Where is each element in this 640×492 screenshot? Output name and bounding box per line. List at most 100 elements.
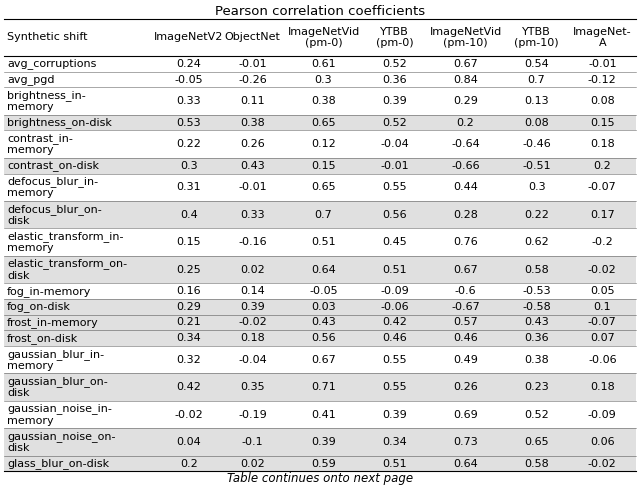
Text: 0.16: 0.16 — [176, 286, 201, 296]
Text: 0.18: 0.18 — [590, 139, 614, 149]
Text: elastic_transform_on-
disk: elastic_transform_on- disk — [7, 258, 127, 280]
Text: -0.02: -0.02 — [174, 410, 203, 420]
Text: avg_corruptions: avg_corruptions — [7, 59, 97, 69]
Text: 0.73: 0.73 — [453, 437, 478, 447]
Text: -0.04: -0.04 — [238, 355, 267, 365]
Text: brightness_in-
memory: brightness_in- memory — [7, 90, 86, 112]
Text: contrast_on-disk: contrast_on-disk — [7, 160, 99, 171]
Text: ImageNetVid
(pm-0): ImageNetVid (pm-0) — [287, 27, 360, 48]
Text: 0.65: 0.65 — [524, 437, 549, 447]
Text: gaussian_blur_on-
disk: gaussian_blur_on- disk — [7, 376, 108, 398]
Text: -0.05: -0.05 — [174, 74, 203, 85]
Bar — [4, 315, 636, 330]
Text: 0.43: 0.43 — [311, 317, 336, 328]
Text: -0.04: -0.04 — [380, 139, 409, 149]
Text: -0.09: -0.09 — [588, 410, 617, 420]
Text: -0.02: -0.02 — [588, 265, 617, 275]
Text: 0.39: 0.39 — [240, 302, 265, 312]
Text: Table continues onto next page: Table continues onto next page — [227, 472, 413, 486]
Text: 0.67: 0.67 — [453, 265, 478, 275]
Text: -0.09: -0.09 — [380, 286, 409, 296]
Text: -0.66: -0.66 — [451, 161, 480, 171]
Text: 0.08: 0.08 — [524, 118, 549, 127]
Text: 0.31: 0.31 — [176, 183, 201, 192]
Text: 0.13: 0.13 — [524, 96, 549, 106]
Text: 0.38: 0.38 — [524, 355, 549, 365]
Bar — [4, 456, 636, 471]
Text: 0.57: 0.57 — [453, 317, 478, 328]
Text: 0.2: 0.2 — [457, 118, 474, 127]
Bar — [4, 115, 636, 130]
Text: 0.39: 0.39 — [382, 96, 407, 106]
Text: 0.67: 0.67 — [311, 355, 336, 365]
Text: -0.07: -0.07 — [588, 183, 617, 192]
Text: 0.42: 0.42 — [382, 317, 407, 328]
Text: 0.33: 0.33 — [240, 210, 265, 220]
Text: 0.25: 0.25 — [176, 265, 201, 275]
Text: 0.3: 0.3 — [528, 183, 545, 192]
Bar — [4, 429, 636, 456]
Text: ObjectNet: ObjectNet — [225, 32, 280, 42]
Text: 0.51: 0.51 — [311, 237, 336, 247]
Text: 0.65: 0.65 — [311, 118, 336, 127]
Text: 0.84: 0.84 — [453, 74, 478, 85]
Text: 0.03: 0.03 — [311, 302, 336, 312]
Text: -0.06: -0.06 — [588, 355, 616, 365]
Text: avg_pgd: avg_pgd — [7, 74, 54, 85]
Text: 0.34: 0.34 — [382, 437, 407, 447]
Text: Synthetic shift: Synthetic shift — [7, 32, 88, 42]
Text: 0.23: 0.23 — [524, 382, 549, 392]
Text: 0.07: 0.07 — [590, 333, 614, 343]
Text: -0.53: -0.53 — [522, 286, 551, 296]
Text: gaussian_blur_in-
memory: gaussian_blur_in- memory — [7, 349, 104, 371]
Text: 0.1: 0.1 — [593, 302, 611, 312]
Text: -0.6: -0.6 — [455, 286, 476, 296]
Text: -0.26: -0.26 — [238, 74, 267, 85]
Text: 0.58: 0.58 — [524, 459, 549, 468]
Text: 0.46: 0.46 — [382, 333, 407, 343]
Text: 0.38: 0.38 — [311, 96, 336, 106]
Text: -0.01: -0.01 — [380, 161, 409, 171]
Text: 0.06: 0.06 — [590, 437, 614, 447]
Text: 0.55: 0.55 — [382, 355, 407, 365]
Text: 0.53: 0.53 — [176, 118, 201, 127]
Text: 0.2: 0.2 — [593, 161, 611, 171]
Text: 0.17: 0.17 — [590, 210, 614, 220]
Text: 0.76: 0.76 — [453, 237, 478, 247]
Text: 0.51: 0.51 — [382, 459, 407, 468]
Text: 0.29: 0.29 — [453, 96, 478, 106]
Text: -0.19: -0.19 — [238, 410, 267, 420]
Text: -0.07: -0.07 — [588, 317, 617, 328]
Text: 0.67: 0.67 — [453, 59, 478, 69]
Text: 0.41: 0.41 — [311, 410, 336, 420]
Text: fog_in-memory: fog_in-memory — [7, 286, 92, 297]
Text: 0.04: 0.04 — [176, 437, 201, 447]
Text: 0.58: 0.58 — [524, 265, 549, 275]
Text: 0.18: 0.18 — [240, 333, 265, 343]
Text: 0.11: 0.11 — [240, 96, 265, 106]
Text: 0.55: 0.55 — [382, 382, 407, 392]
Text: 0.26: 0.26 — [453, 382, 478, 392]
Text: 0.52: 0.52 — [524, 410, 549, 420]
Text: 0.49: 0.49 — [453, 355, 478, 365]
Text: Pearson correlation coefficients: Pearson correlation coefficients — [215, 5, 425, 18]
Text: 0.39: 0.39 — [382, 410, 407, 420]
Text: 0.05: 0.05 — [590, 286, 614, 296]
Text: 0.22: 0.22 — [524, 210, 549, 220]
Text: 0.12: 0.12 — [311, 139, 336, 149]
Text: 0.59: 0.59 — [311, 459, 336, 468]
Text: 0.4: 0.4 — [180, 210, 198, 220]
Text: 0.62: 0.62 — [524, 237, 549, 247]
Text: 0.69: 0.69 — [453, 410, 478, 420]
Text: 0.22: 0.22 — [176, 139, 201, 149]
Text: 0.7: 0.7 — [528, 74, 545, 85]
Text: 0.26: 0.26 — [240, 139, 265, 149]
Text: 0.02: 0.02 — [240, 265, 265, 275]
Text: -0.67: -0.67 — [451, 302, 480, 312]
Text: 0.61: 0.61 — [311, 59, 336, 69]
Text: defocus_blur_on-
disk: defocus_blur_on- disk — [7, 204, 102, 226]
Text: 0.7: 0.7 — [315, 210, 332, 220]
Bar — [4, 201, 636, 228]
Text: -0.64: -0.64 — [451, 139, 480, 149]
Text: fog_on-disk: fog_on-disk — [7, 302, 71, 312]
